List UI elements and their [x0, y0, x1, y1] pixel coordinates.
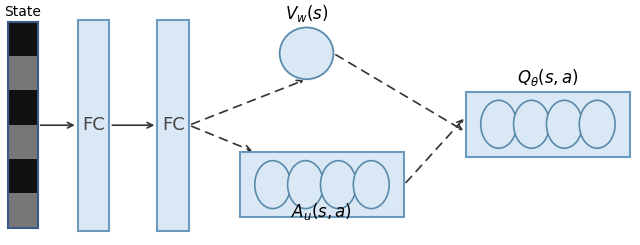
Bar [8, 56, 38, 90]
Bar [8, 22, 38, 228]
Text: $A_{u}(s,a)$: $A_{u}(s,a)$ [291, 201, 353, 222]
Bar [240, 152, 404, 217]
Bar [77, 20, 109, 231]
Text: State: State [4, 5, 42, 19]
Ellipse shape [547, 100, 582, 148]
Text: $Q_{\theta}(s,a)$: $Q_{\theta}(s,a)$ [517, 67, 579, 88]
Bar [466, 92, 630, 157]
Bar [8, 22, 38, 56]
Ellipse shape [481, 100, 516, 148]
Ellipse shape [321, 161, 356, 208]
Ellipse shape [579, 100, 615, 148]
Text: FC: FC [82, 116, 105, 134]
Bar [8, 159, 38, 193]
Bar [8, 90, 38, 125]
Ellipse shape [287, 161, 323, 208]
Ellipse shape [280, 27, 333, 79]
Text: FC: FC [162, 116, 184, 134]
Bar [157, 20, 189, 231]
Bar [8, 193, 38, 228]
Bar [8, 125, 38, 159]
Text: $V_{w}(s)$: $V_{w}(s)$ [285, 3, 328, 24]
Ellipse shape [513, 100, 549, 148]
Ellipse shape [255, 161, 291, 208]
Ellipse shape [353, 161, 389, 208]
